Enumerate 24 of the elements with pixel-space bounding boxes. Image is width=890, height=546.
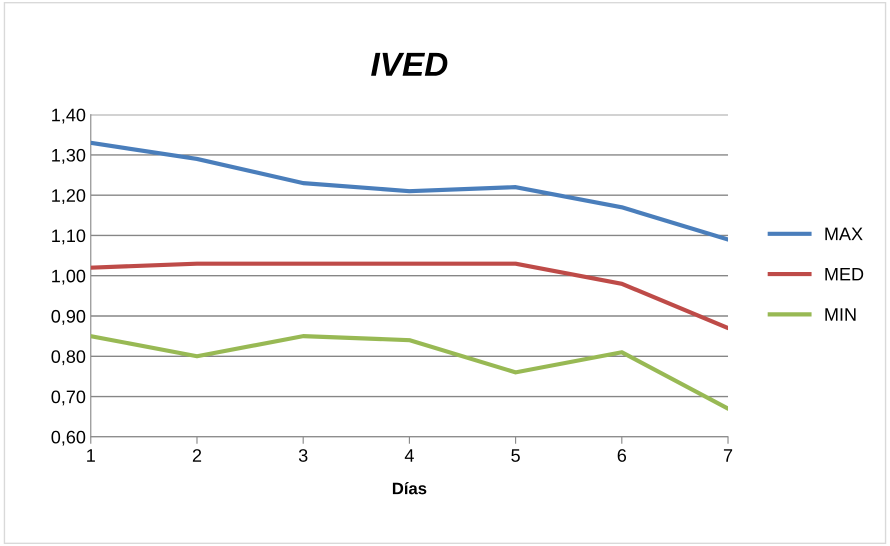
y-tick-label: 1,10	[52, 229, 86, 244]
x-tick-label: 6	[618, 449, 626, 462]
x-tick-label: 7	[724, 449, 732, 462]
y-tick-label: 1,40	[52, 108, 86, 124]
x-tick-label: 4	[404, 449, 414, 462]
x-tick-label: 5	[511, 449, 520, 462]
y-tick-label: 0,60	[51, 430, 86, 446]
x-axis-title: Días	[392, 482, 426, 494]
line-series	[90, 262, 728, 330]
legend-label: MAX	[825, 228, 863, 240]
line-series	[90, 140, 728, 242]
x-tick-label: 2	[192, 449, 202, 462]
y-tick-label: 0,80	[51, 350, 86, 366]
legend-label: MED	[825, 268, 864, 280]
y-tick-label: 0,70	[51, 390, 86, 406]
x-tick-label: 3	[298, 449, 308, 462]
y-tick-label: 0,90	[51, 310, 86, 325]
chart-title: IVED	[371, 52, 448, 76]
y-tick-label: 1,20	[52, 189, 86, 204]
legend-label: MIN	[825, 308, 856, 321]
line-series	[90, 334, 728, 411]
y-tick-label: 1,00	[52, 270, 86, 285]
x-tick-label: 1	[87, 449, 95, 462]
y-tick-label: 1,30	[52, 148, 86, 164]
